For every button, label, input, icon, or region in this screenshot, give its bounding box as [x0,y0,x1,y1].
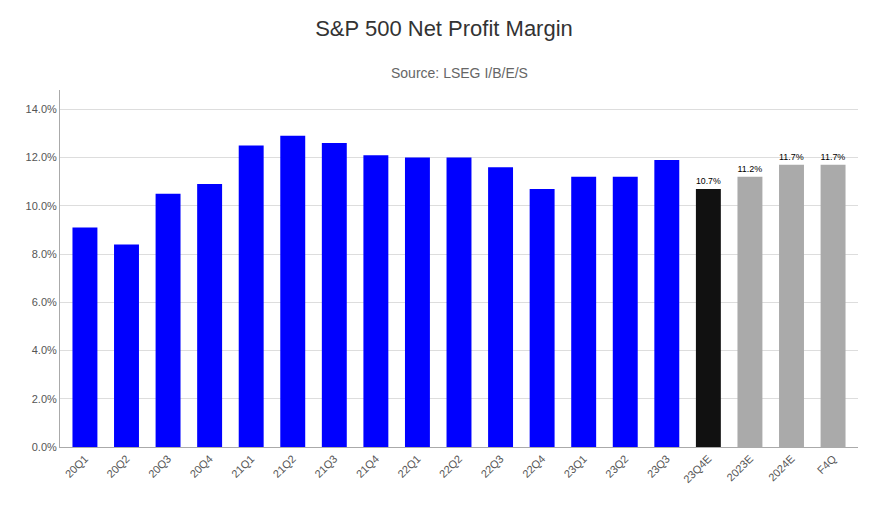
svg-text:10.0%: 10.0% [26,200,57,212]
svg-text:21Q4: 21Q4 [354,453,382,481]
svg-text:20Q1: 20Q1 [63,453,91,481]
svg-text:Source: LSEG I/B/E/S: Source: LSEG I/B/E/S [391,65,528,81]
svg-text:21Q2: 21Q2 [271,453,299,481]
svg-text:11.7%: 11.7% [779,152,804,162]
svg-text:21Q1: 21Q1 [229,453,257,481]
svg-text:21Q3: 21Q3 [312,453,340,481]
svg-text:8.0%: 8.0% [32,248,57,260]
svg-text:23Q3: 23Q3 [645,453,673,481]
svg-text:11.2%: 11.2% [737,164,762,174]
svg-text:S&P 500 Net Profit Margin: S&P 500 Net Profit Margin [315,16,573,41]
svg-text:23Q1: 23Q1 [561,453,589,481]
svg-text:22Q3: 22Q3 [478,453,506,481]
svg-text:2.0%: 2.0% [32,393,57,405]
svg-text:4.0%: 4.0% [32,344,57,356]
svg-text:0.0%: 0.0% [32,441,57,453]
svg-text:20Q3: 20Q3 [146,453,174,481]
svg-text:22Q1: 22Q1 [395,453,423,481]
svg-text:20Q4: 20Q4 [187,453,215,481]
svg-text:10.7%: 10.7% [696,176,721,186]
svg-text:22Q2: 22Q2 [437,453,465,481]
svg-text:11.7%: 11.7% [821,152,846,162]
svg-text:22Q4: 22Q4 [520,453,548,481]
svg-text:2024E: 2024E [766,453,797,484]
svg-text:6.0%: 6.0% [32,296,57,308]
svg-text:23Q2: 23Q2 [603,453,631,481]
svg-text:14.0%: 14.0% [26,103,57,115]
svg-text:2023E: 2023E [724,453,755,484]
svg-text:F4Q: F4Q [815,452,839,476]
svg-text:20Q2: 20Q2 [104,453,132,481]
svg-text:12.0%: 12.0% [26,151,57,163]
svg-text:23Q4E: 23Q4E [681,453,714,486]
